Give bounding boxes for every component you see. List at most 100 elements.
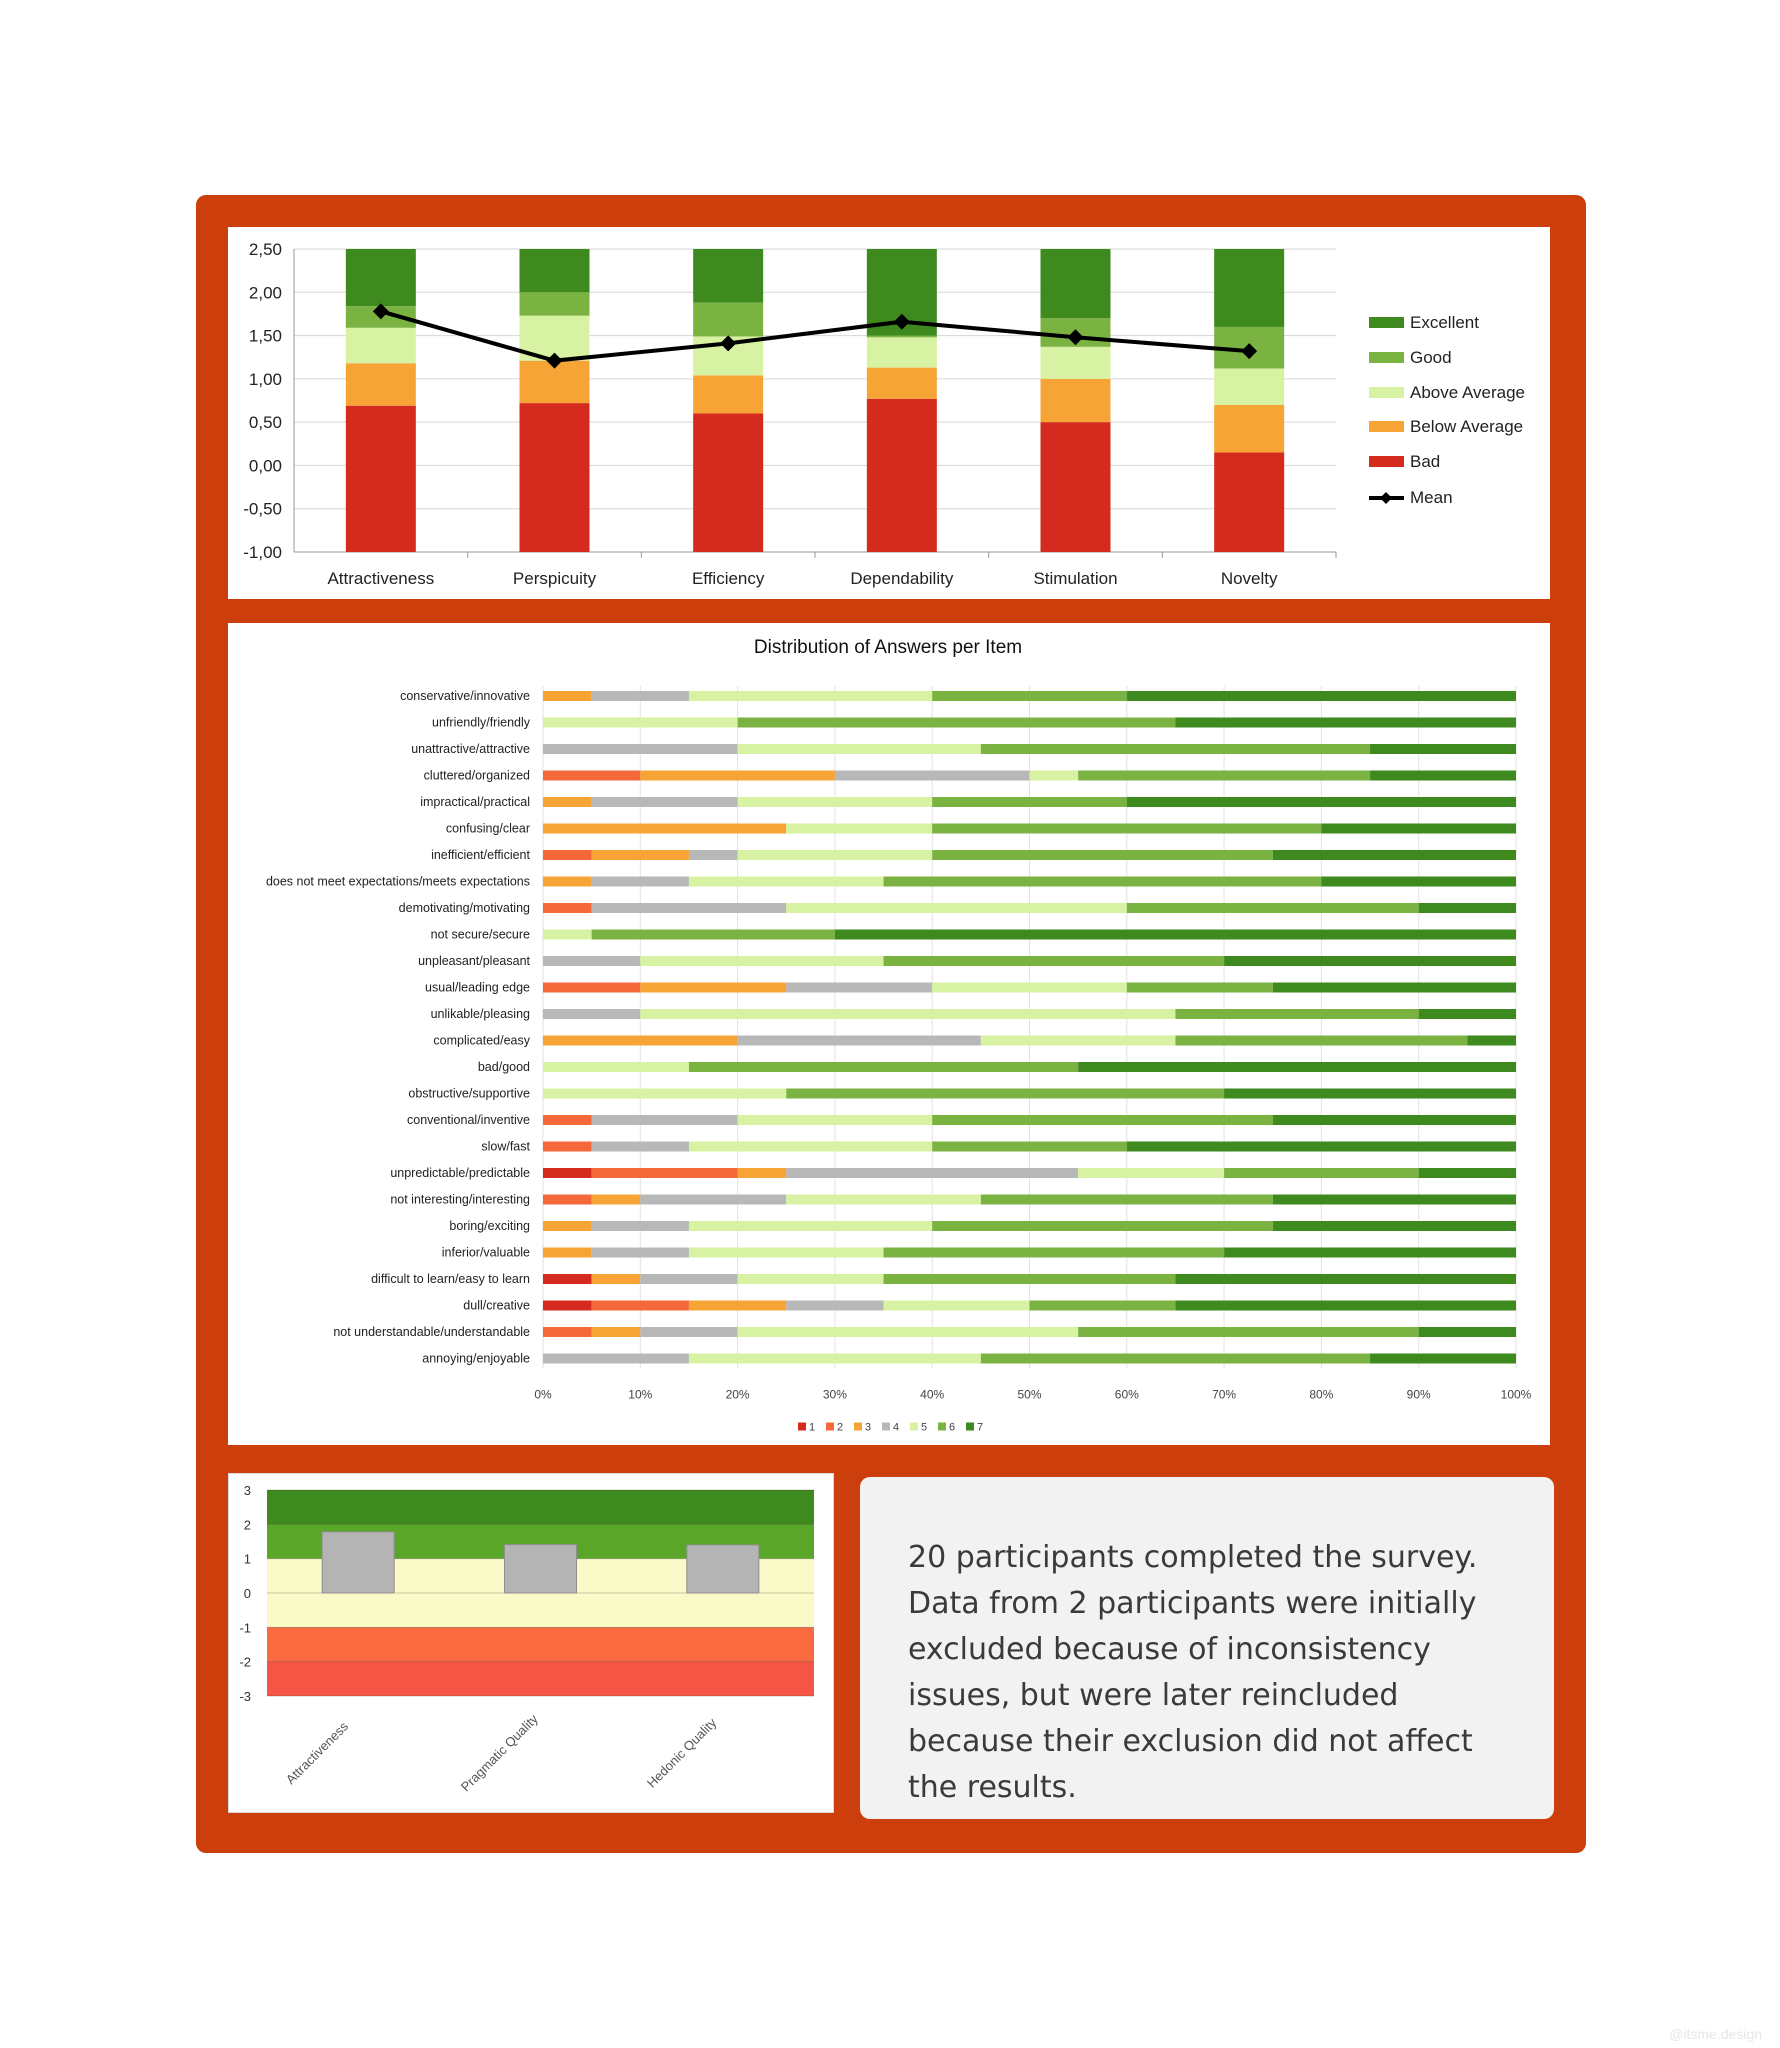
- row-label: unfriendly/friendly: [432, 716, 531, 730]
- row-label: annoying/enjoyable: [422, 1352, 530, 1366]
- legend-label: 6: [949, 1422, 955, 1434]
- legend-label: Bad: [1410, 452, 1440, 471]
- legend-label: Excellent: [1410, 313, 1479, 332]
- benchmark-chart-panel: 2,50 2,00 1,50 1,00 0,50 0,00 -0,50 -1,00 Attrac…: [228, 227, 1550, 599]
- bar-segment-4: [591, 691, 689, 701]
- bar-segment-6: [1126, 982, 1273, 993]
- y-tick-label: 3: [244, 1483, 251, 1498]
- bar-segment-7: [1272, 850, 1516, 860]
- x-tick-label: 70%: [1212, 1388, 1236, 1402]
- x-tick-label: Pragmatic Quality: [458, 1711, 542, 1795]
- legend-swatch: [1369, 456, 1404, 467]
- bar-segment-5: [737, 1115, 933, 1125]
- x-tick-label: 50%: [1017, 1388, 1041, 1402]
- legend-swatch: [854, 1422, 862, 1431]
- mean-point: [546, 352, 563, 369]
- legend-label: Above Average: [1410, 383, 1525, 402]
- bar-segment-7: [1272, 982, 1516, 993]
- bar-segment-3: [543, 1035, 738, 1046]
- bar-segment-7: [1418, 1009, 1516, 1019]
- bar-segment-3: [591, 1274, 641, 1284]
- bar-segment-5: [1029, 770, 1079, 781]
- bar-segment-4: [737, 1035, 981, 1046]
- x-tick-label: 30%: [823, 1388, 847, 1402]
- bar-segment-below-average: [693, 375, 764, 414]
- chart-title: Distribution of Answers per Item: [754, 637, 1022, 658]
- bar-segment-5: [688, 1141, 933, 1152]
- row-label: unlikable/pleasing: [431, 1007, 530, 1021]
- bar-segment-7: [1272, 1221, 1516, 1231]
- bar-segment-2: [543, 770, 641, 781]
- y-tick-label: 1,00: [249, 370, 282, 389]
- row-label: not secure/secure: [431, 928, 530, 942]
- bar-segment-7: [1224, 956, 1516, 966]
- row-label: complicated/easy: [433, 1034, 530, 1048]
- bar-segment-6: [883, 956, 1225, 966]
- row-label: usual/leading edge: [425, 981, 530, 995]
- bar-segment-2: [543, 982, 641, 993]
- bar-segment-7: [834, 929, 1516, 940]
- bar-segment-excellent: [345, 249, 416, 307]
- bar-segment-3: [543, 823, 787, 834]
- legend-label: 7: [977, 1422, 983, 1434]
- legend-label: 1: [809, 1422, 815, 1434]
- x-tick-label: Dependability: [850, 569, 954, 588]
- bar-segment-6: [932, 1141, 1127, 1152]
- legend-label: Below Average: [1410, 417, 1523, 436]
- bar-segment-6: [932, 797, 1127, 807]
- scale-means-chart: 3 2 1 0 -1 -2 -3 Attractiveness Pragmatic Qualit…: [239, 1483, 814, 1795]
- bar-segment-excellent: [519, 249, 590, 293]
- legend-swatch: [798, 1422, 806, 1431]
- bar-segment-3: [591, 1327, 641, 1337]
- bar-segment-7: [1175, 1274, 1516, 1284]
- bar-segment-2: [543, 903, 592, 913]
- bar-segment-6: [1175, 1035, 1468, 1046]
- bar-segment-5: [737, 1274, 884, 1284]
- row-label: demotivating/motivating: [399, 901, 530, 915]
- distribution-chart-panel: Distribution of Answers per Item 0% 10% 20%…: [228, 623, 1550, 1445]
- x-tick-label: 40%: [920, 1388, 944, 1402]
- bar-segment-3: [640, 982, 787, 993]
- bar-segment-good: [693, 302, 764, 337]
- bar-segment-5: [543, 1088, 787, 1099]
- benchmark-chart: 2,50 2,00 1,50 1,00 0,50 0,00 -0,50 -1,00 Attrac…: [243, 240, 1525, 588]
- legend-swatch: [1369, 387, 1404, 398]
- background-band: [267, 1593, 814, 1628]
- bar: [321, 1531, 395, 1594]
- bar-segment-excellent: [1214, 249, 1285, 327]
- bar-segment-1: [543, 1274, 592, 1284]
- bar-segment-3: [688, 1300, 787, 1311]
- bar-segment-5: [786, 823, 933, 834]
- mean-point: [720, 335, 737, 352]
- bar-segment-above-average: [1214, 368, 1285, 405]
- bar-segment-6: [591, 929, 835, 940]
- bar-segment-4: [591, 1115, 738, 1125]
- legend-swatch: [882, 1422, 890, 1431]
- bar-segment-bad: [1214, 452, 1285, 552]
- bar-segment-1: [543, 1300, 592, 1311]
- y-tick-label: 0,00: [249, 456, 282, 475]
- bar-segment-above-average: [345, 327, 416, 364]
- bar-segment-4: [591, 1221, 689, 1231]
- bar-segment-4: [591, 1247, 689, 1258]
- bar-segment-6: [932, 1115, 1273, 1125]
- mean-point: [1241, 343, 1258, 360]
- bar-segment-7: [1126, 1141, 1516, 1152]
- legend-label: 4: [893, 1422, 899, 1434]
- x-tick-label: 0%: [534, 1388, 552, 1402]
- legend-mean-marker: [1380, 492, 1392, 504]
- x-tick-label: 80%: [1309, 1388, 1333, 1402]
- bar-segment-5: [737, 850, 933, 860]
- bar-segment-2: [543, 1194, 592, 1205]
- bar-segment-4: [640, 1274, 738, 1284]
- x-tick-label: Hedonic Quality: [644, 1715, 720, 1791]
- bar-segment-5: [688, 691, 933, 701]
- bar-segment-5: [883, 1300, 1030, 1311]
- bar-segment-6: [1175, 1009, 1419, 1019]
- report-frame: 2,50 2,00 1,50 1,00 0,50 0,00 -0,50 -1,00 Attrac…: [196, 195, 1586, 1853]
- bar-segment-4: [591, 797, 738, 807]
- bar-segment-excellent: [693, 249, 764, 303]
- legend-swatch: [1369, 317, 1404, 328]
- bar-segment-2: [543, 1141, 592, 1152]
- bar-segment-4: [543, 1353, 689, 1364]
